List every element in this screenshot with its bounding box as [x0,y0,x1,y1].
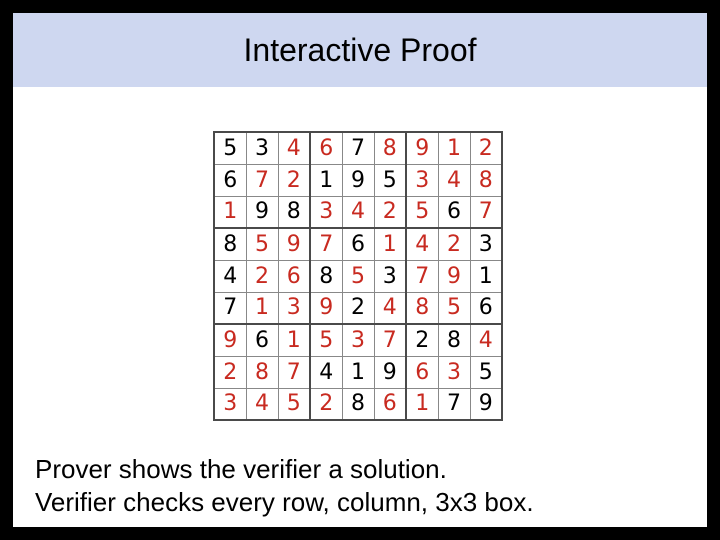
sudoku-cell: 3 [406,164,438,196]
sudoku-cell: 9 [470,388,502,420]
sudoku-cell: 7 [406,260,438,292]
caption-line-1: Prover shows the verifier a solution. [35,453,534,486]
sudoku-cell: 4 [374,292,406,324]
sudoku-cell: 4 [342,196,374,228]
sudoku-cell: 9 [214,324,246,356]
sudoku-cell: 1 [470,260,502,292]
sudoku-cell: 6 [438,196,470,228]
sudoku-cell: 7 [438,388,470,420]
sudoku-cell: 4 [406,228,438,260]
sudoku-cell: 3 [342,324,374,356]
sudoku-cell: 2 [310,388,342,420]
sudoku-cell: 6 [214,164,246,196]
sudoku-cell: 3 [438,356,470,388]
sudoku-cell: 7 [342,132,374,164]
sudoku-cell: 3 [470,228,502,260]
sudoku-cell: 8 [406,292,438,324]
sudoku-cell: 6 [342,228,374,260]
sudoku-cell: 2 [438,228,470,260]
sudoku-cell: 6 [470,292,502,324]
sudoku-cell: 7 [214,292,246,324]
sudoku-cell: 1 [406,388,438,420]
sudoku-cell: 9 [246,196,278,228]
sudoku-cell: 8 [342,388,374,420]
sudoku-cell: 9 [406,132,438,164]
sudoku-cell: 1 [214,196,246,228]
sudoku-cell: 8 [310,260,342,292]
sudoku-cell: 3 [246,132,278,164]
sudoku-cell: 3 [278,292,310,324]
sudoku-cell: 6 [406,356,438,388]
sudoku-cell: 4 [278,132,310,164]
sudoku-cell: 7 [246,164,278,196]
sudoku-cell: 2 [278,164,310,196]
sudoku-cell: 2 [406,324,438,356]
sudoku-cell: 5 [246,228,278,260]
sudoku-cell: 9 [438,260,470,292]
sudoku-cell: 9 [342,164,374,196]
sudoku-cell: 6 [374,388,406,420]
sudoku-cell: 5 [342,260,374,292]
sudoku-cell: 5 [278,388,310,420]
sudoku-cell: 8 [214,228,246,260]
sudoku-container: 5346789126721953481983425678597614234268… [213,131,503,421]
sudoku-cell: 2 [342,292,374,324]
slide-frame: Interactive Proof 5346789126721953481983… [9,9,711,531]
sudoku-cell: 5 [374,164,406,196]
sudoku-cell: 1 [246,292,278,324]
sudoku-cell: 1 [374,228,406,260]
sudoku-cell: 8 [278,196,310,228]
sudoku-cell: 2 [246,260,278,292]
sudoku-cell: 1 [438,132,470,164]
sudoku-cell: 6 [278,260,310,292]
title-band: Interactive Proof [13,13,707,87]
sudoku-cell: 3 [310,196,342,228]
sudoku-cell: 8 [470,164,502,196]
sudoku-cell: 2 [214,356,246,388]
sudoku-cell: 6 [310,132,342,164]
sudoku-cell: 7 [374,324,406,356]
sudoku-cell: 4 [214,260,246,292]
sudoku-cell: 9 [278,228,310,260]
sudoku-cell: 1 [278,324,310,356]
sudoku-cell: 7 [470,196,502,228]
sudoku-cell: 5 [406,196,438,228]
sudoku-cell: 1 [342,356,374,388]
sudoku-cell: 5 [310,324,342,356]
sudoku-cell: 5 [438,292,470,324]
caption-line-2: Verifier checks every row, column, 3x3 b… [35,486,534,519]
sudoku-cell: 4 [470,324,502,356]
caption-text: Prover shows the verifier a solution. Ve… [35,453,534,518]
slide-title: Interactive Proof [244,32,477,69]
sudoku-cell: 8 [438,324,470,356]
sudoku-cell: 8 [374,132,406,164]
sudoku-cell: 4 [310,356,342,388]
sudoku-cell: 5 [214,132,246,164]
sudoku-cell: 9 [374,356,406,388]
sudoku-cell: 5 [470,356,502,388]
sudoku-cell: 2 [374,196,406,228]
sudoku-cell: 3 [374,260,406,292]
sudoku-cell: 2 [470,132,502,164]
sudoku-cell: 8 [246,356,278,388]
sudoku-cell: 4 [246,388,278,420]
sudoku-cell: 7 [310,228,342,260]
sudoku-cell: 7 [278,356,310,388]
sudoku-cell: 1 [310,164,342,196]
sudoku-cell: 6 [246,324,278,356]
sudoku-grid: 5346789126721953481983425678597614234268… [213,131,503,421]
sudoku-cell: 3 [214,388,246,420]
sudoku-cell: 4 [438,164,470,196]
sudoku-cell: 9 [310,292,342,324]
